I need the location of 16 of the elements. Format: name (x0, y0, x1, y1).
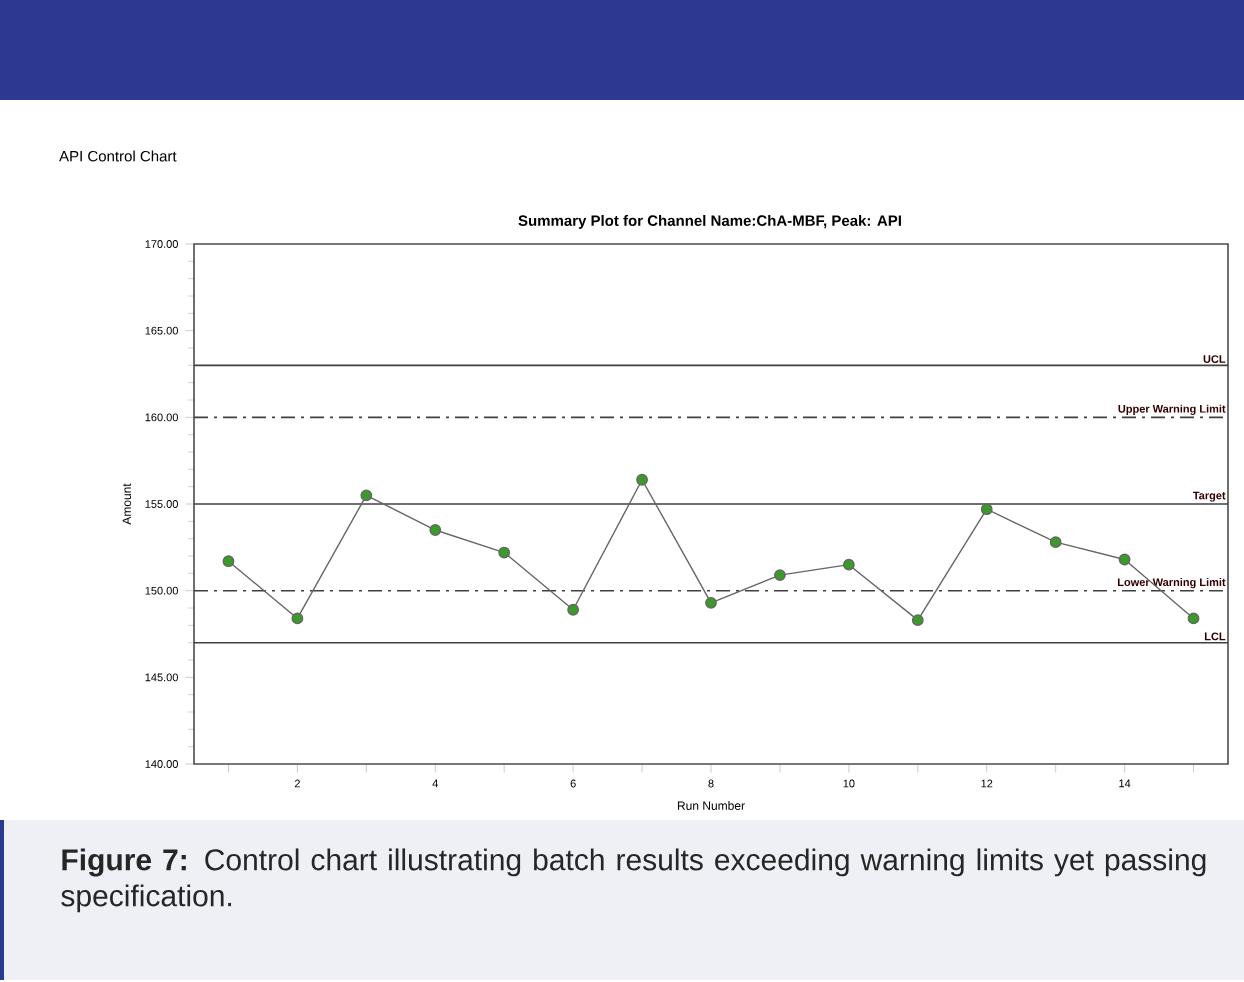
point (222, 555, 235, 568)
point (360, 489, 373, 502)
point (498, 546, 511, 559)
point (911, 614, 924, 627)
point (429, 524, 442, 536)
point (705, 596, 717, 609)
point (1118, 553, 1131, 566)
point (567, 603, 580, 616)
point (774, 569, 786, 581)
point (291, 612, 304, 625)
point (636, 473, 648, 486)
point (842, 558, 855, 571)
point (980, 503, 993, 516)
point (1049, 536, 1062, 549)
point (1187, 612, 1200, 625)
text: Figure 7: Control chart illustrating batch results exceeding warning limits yet passing specification. (61, 848, 1206, 913)
